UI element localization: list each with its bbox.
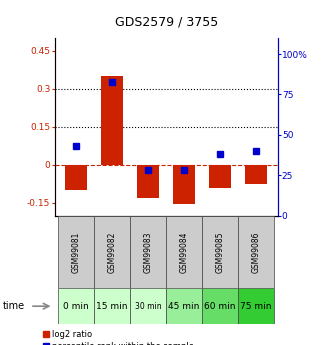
- Text: GSM99082: GSM99082: [108, 231, 117, 273]
- Bar: [209, 165, 231, 188]
- Legend: log2 ratio, percentile rank within the sample: log2 ratio, percentile rank within the s…: [43, 330, 194, 345]
- Text: GSM99081: GSM99081: [72, 231, 81, 273]
- Bar: [166, 288, 202, 324]
- Bar: [58, 216, 94, 288]
- Text: GSM99085: GSM99085: [216, 231, 225, 273]
- Bar: [245, 165, 267, 184]
- Bar: [166, 216, 202, 288]
- Bar: [137, 165, 159, 198]
- Text: 45 min: 45 min: [169, 302, 200, 311]
- Bar: [94, 288, 130, 324]
- Bar: [130, 216, 166, 288]
- Text: 75 min: 75 min: [240, 302, 272, 311]
- Bar: [101, 76, 123, 165]
- Bar: [238, 288, 274, 324]
- Bar: [130, 288, 166, 324]
- Bar: [58, 288, 94, 324]
- Text: GDS2579 / 3755: GDS2579 / 3755: [115, 16, 219, 29]
- Text: GSM99084: GSM99084: [180, 231, 189, 273]
- Text: GSM99086: GSM99086: [252, 231, 261, 273]
- Text: GSM99083: GSM99083: [143, 231, 152, 273]
- Bar: [94, 216, 130, 288]
- Text: 60 min: 60 min: [204, 302, 236, 311]
- Bar: [173, 165, 195, 204]
- Text: 15 min: 15 min: [96, 302, 128, 311]
- Text: time: time: [3, 301, 25, 311]
- Text: 0 min: 0 min: [63, 302, 89, 311]
- Bar: [65, 165, 87, 190]
- Bar: [238, 216, 274, 288]
- Bar: [202, 288, 238, 324]
- Bar: [202, 216, 238, 288]
- Text: 30 min: 30 min: [135, 302, 161, 311]
